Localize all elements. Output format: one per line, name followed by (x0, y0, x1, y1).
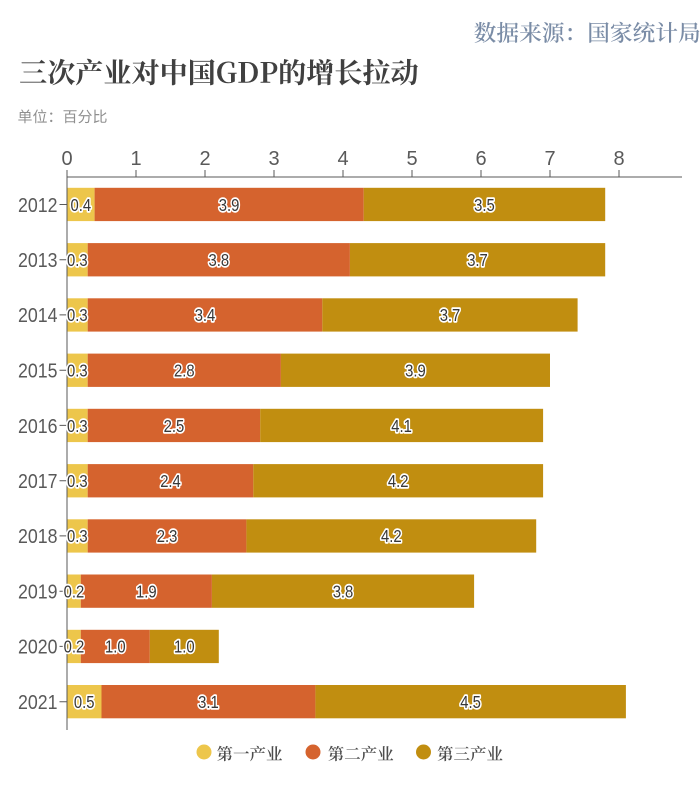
svg-text:2018: 2018 (18, 526, 58, 548)
svg-text:2.4: 2.4 (160, 471, 181, 491)
svg-text:1: 1 (130, 148, 141, 170)
svg-text:0.2: 0.2 (64, 582, 85, 602)
svg-text:2012: 2012 (18, 195, 58, 217)
svg-text:6: 6 (475, 148, 486, 170)
svg-text:4.2: 4.2 (381, 526, 402, 546)
svg-text:3.7: 3.7 (467, 250, 488, 270)
svg-text:2021: 2021 (18, 692, 58, 714)
svg-text:3.1: 3.1 (198, 692, 219, 712)
svg-text:3.5: 3.5 (474, 195, 495, 215)
svg-text:3: 3 (268, 148, 279, 170)
svg-text:0.3: 0.3 (67, 250, 88, 270)
svg-text:1.9: 1.9 (136, 582, 157, 602)
svg-text:2013: 2013 (18, 250, 58, 272)
svg-text:0.3: 0.3 (67, 471, 88, 491)
svg-text:2017: 2017 (18, 471, 58, 493)
svg-text:2.5: 2.5 (164, 416, 185, 436)
svg-text:2016: 2016 (18, 416, 58, 438)
svg-text:2.3: 2.3 (157, 526, 178, 546)
svg-text:0.3: 0.3 (67, 305, 88, 325)
svg-text:3.8: 3.8 (333, 582, 354, 602)
svg-text:7: 7 (544, 148, 555, 170)
svg-text:3.8: 3.8 (209, 250, 230, 270)
svg-text:5: 5 (406, 148, 417, 170)
svg-text:3.7: 3.7 (440, 305, 461, 325)
svg-text:3.9: 3.9 (219, 195, 240, 215)
svg-text:3.4: 3.4 (195, 305, 216, 325)
svg-text:4.2: 4.2 (388, 471, 409, 491)
svg-text:2020: 2020 (18, 637, 58, 659)
svg-text:0: 0 (61, 148, 72, 170)
svg-text:2.8: 2.8 (174, 361, 195, 381)
svg-text:8: 8 (613, 148, 624, 170)
svg-text:2015: 2015 (18, 361, 58, 383)
svg-text:4.1: 4.1 (391, 416, 412, 436)
svg-text:0.3: 0.3 (67, 361, 88, 381)
svg-text:0.4: 0.4 (71, 195, 92, 215)
svg-text:0.3: 0.3 (67, 526, 88, 546)
svg-text:3.9: 3.9 (405, 361, 426, 381)
svg-text:4.5: 4.5 (460, 692, 481, 712)
svg-text:0.5: 0.5 (74, 692, 95, 712)
svg-text:1.0: 1.0 (174, 637, 195, 657)
svg-text:0.3: 0.3 (67, 416, 88, 436)
svg-text:2014: 2014 (18, 305, 58, 327)
svg-text:4: 4 (337, 148, 348, 170)
svg-text:0.2: 0.2 (64, 637, 85, 657)
svg-text:2019: 2019 (18, 582, 58, 604)
svg-text:2: 2 (199, 148, 210, 170)
svg-text:1.0: 1.0 (105, 637, 126, 657)
